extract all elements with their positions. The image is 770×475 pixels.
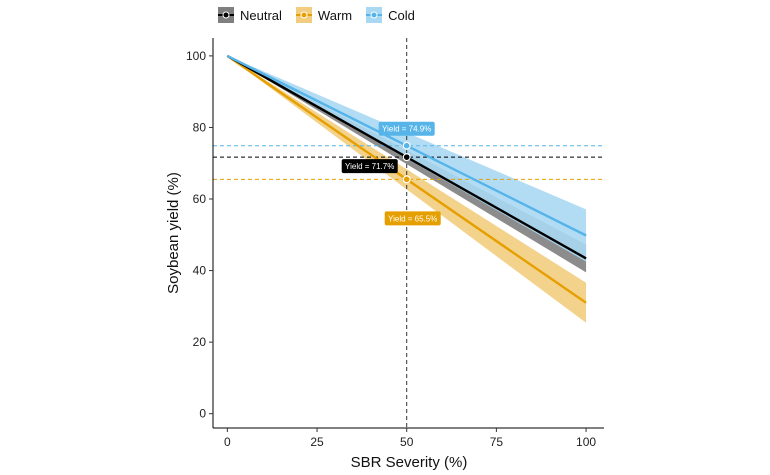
y-tick-label: 100 <box>186 49 206 63</box>
callout-label-neutral: Yield = 71.7% <box>345 162 394 171</box>
legend-item-warm[interactable]: Warm <box>295 7 353 23</box>
legend-key-neutral-icon <box>218 7 234 23</box>
callout-box-warm <box>384 211 441 226</box>
callout-box-cold <box>378 121 435 136</box>
legend-label-cold: Cold <box>388 7 415 23</box>
axes: 0 25 50 75 100 0 20 40 60 80 100 <box>186 38 604 449</box>
y-tick-label: 80 <box>193 120 207 134</box>
legend-item-cold[interactable]: Cold <box>366 7 415 23</box>
x-tick-label: 0 <box>224 435 231 449</box>
x-axis-title: SBR Severity (%) <box>351 454 468 471</box>
x-tick-label: 25 <box>310 435 324 449</box>
legend-label-warm: Warm <box>317 7 353 23</box>
callout-label-warm: Yield = 65.5% <box>388 214 437 223</box>
y-tick-label: 40 <box>193 264 207 278</box>
yield-markers: Yield = 71.7% Yield = 65.5% Yield = 74.9% <box>341 121 441 226</box>
legend: Neutral Warm Cold <box>218 7 429 23</box>
callout-box-neutral <box>341 159 398 174</box>
marker-neutral[interactable] <box>402 153 411 162</box>
x-tick-label: 100 <box>576 435 596 449</box>
reference-lines <box>213 38 604 428</box>
callout-label-cold: Yield = 74.9% <box>382 125 431 134</box>
legend-key-warm-icon <box>295 7 312 23</box>
ci-band-warm <box>227 55 587 323</box>
legend-key-cold-icon <box>366 7 383 23</box>
y-tick-label: 0 <box>199 407 206 421</box>
marker-warm[interactable] <box>402 175 411 184</box>
x-tick-label: 75 <box>490 435 504 449</box>
legend-item-neutral[interactable]: Neutral <box>218 7 282 23</box>
legend-label-neutral: Neutral <box>240 7 282 23</box>
y-axis-title: Soybean yield (%) <box>165 172 182 294</box>
y-tick-label: 20 <box>193 335 207 349</box>
y-tick-label: 60 <box>193 192 207 206</box>
x-tick-label: 50 <box>400 435 414 449</box>
marker-cold[interactable] <box>402 141 411 150</box>
